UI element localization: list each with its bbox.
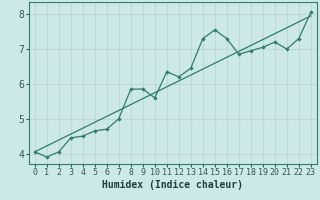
X-axis label: Humidex (Indice chaleur): Humidex (Indice chaleur) [102, 180, 243, 190]
